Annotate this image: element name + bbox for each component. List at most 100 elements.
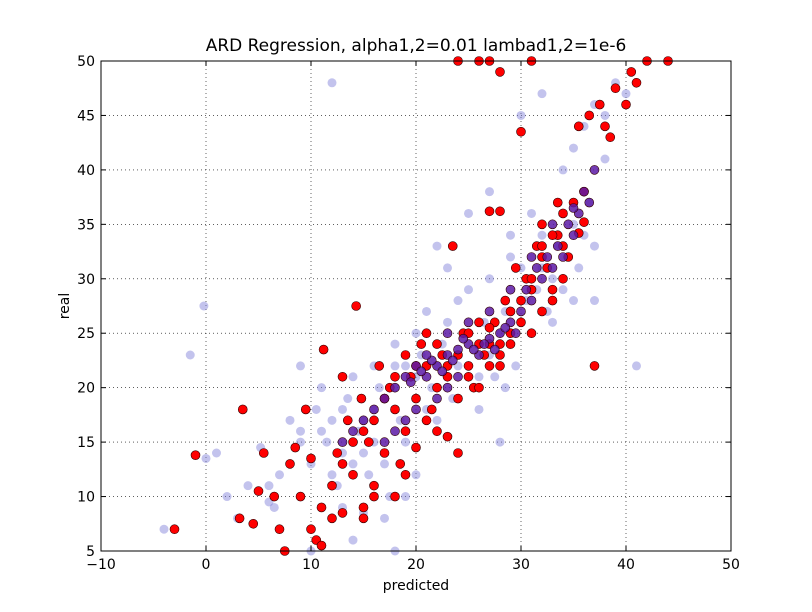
data-point	[327, 513, 337, 524]
data-point	[390, 361, 400, 371]
data-point	[400, 350, 411, 360]
data-point	[275, 470, 284, 480]
data-point	[474, 372, 484, 382]
data-point	[337, 508, 348, 518]
data-point	[584, 110, 595, 121]
data-point	[621, 89, 631, 99]
grid-layer	[101, 61, 731, 551]
data-point	[380, 459, 389, 469]
data-point	[318, 344, 329, 355]
y-tick-label: 5	[86, 544, 95, 560]
data-point	[626, 67, 637, 77]
data-point	[332, 448, 343, 458]
data-point	[422, 306, 431, 316]
data-point	[531, 263, 542, 273]
data-point	[306, 524, 316, 535]
data-point	[380, 513, 389, 523]
x-tick-label: 50	[722, 557, 740, 573]
data-point	[526, 328, 537, 339]
data-point	[243, 481, 253, 491]
series-2	[337, 165, 600, 447]
data-point	[511, 361, 521, 371]
data-point	[356, 393, 367, 404]
data-point	[369, 480, 379, 491]
data-point	[253, 486, 264, 496]
data-point	[269, 502, 279, 512]
data-point	[479, 339, 490, 349]
data-point	[285, 459, 295, 469]
data-point	[317, 426, 326, 436]
data-point	[537, 219, 547, 230]
y-tick-label: 15	[77, 435, 95, 451]
data-point	[358, 426, 369, 437]
data-point	[442, 328, 453, 339]
data-point	[574, 263, 584, 273]
data-point	[343, 394, 353, 404]
data-point	[484, 306, 495, 317]
data-point	[568, 203, 579, 213]
data-point	[506, 252, 515, 262]
data-point	[584, 197, 595, 208]
data-point	[390, 339, 400, 349]
data-point	[590, 296, 599, 306]
data-point	[348, 372, 358, 382]
data-point	[505, 306, 516, 317]
data-point	[558, 285, 568, 295]
data-point	[537, 241, 547, 251]
data-point	[453, 448, 463, 458]
data-point	[369, 404, 379, 415]
data-point	[295, 491, 306, 502]
data-point	[395, 459, 406, 469]
data-point	[285, 415, 295, 425]
data-point	[364, 470, 374, 480]
data-point	[185, 350, 195, 360]
data-point	[464, 208, 473, 218]
data-point	[411, 404, 421, 415]
data-point	[237, 404, 248, 415]
data-point	[453, 393, 463, 404]
data-point	[464, 285, 473, 295]
data-point	[463, 371, 474, 382]
data-point	[589, 361, 600, 371]
x-axis-label: predicted	[383, 578, 449, 594]
data-point	[248, 518, 259, 529]
data-point	[264, 481, 274, 491]
data-point	[526, 273, 537, 284]
data-point	[416, 366, 427, 377]
data-point	[296, 426, 305, 436]
data-point	[426, 404, 437, 415]
y-axis-label: real	[57, 293, 73, 320]
chart-title: ARD Regression, alpha1,2=0.01 lambad1,2=…	[206, 36, 627, 56]
data-point	[432, 382, 442, 393]
data-point	[274, 524, 285, 535]
data-point	[401, 361, 410, 371]
data-point	[468, 344, 479, 355]
data-point	[547, 295, 558, 306]
data-point	[390, 371, 400, 382]
data-point	[337, 437, 348, 447]
data-point	[463, 317, 474, 328]
data-point	[605, 132, 616, 143]
y-tick-label: 25	[77, 326, 95, 342]
data-point	[159, 524, 169, 534]
data-point	[526, 295, 537, 306]
points-layer	[159, 56, 673, 556]
data-point	[421, 328, 432, 339]
data-point	[201, 453, 211, 463]
data-point	[442, 431, 453, 442]
data-point	[359, 448, 368, 458]
y-tick-label: 10	[77, 490, 95, 506]
data-point	[316, 502, 327, 513]
data-point	[432, 241, 442, 251]
data-point	[442, 382, 453, 393]
y-tick-label: 20	[77, 381, 95, 397]
data-point	[447, 355, 458, 366]
data-point	[348, 459, 358, 469]
data-point	[443, 317, 452, 327]
data-point	[495, 67, 505, 77]
data-point	[453, 371, 463, 382]
data-point	[537, 306, 547, 317]
data-point	[411, 470, 421, 480]
data-point	[516, 317, 526, 328]
